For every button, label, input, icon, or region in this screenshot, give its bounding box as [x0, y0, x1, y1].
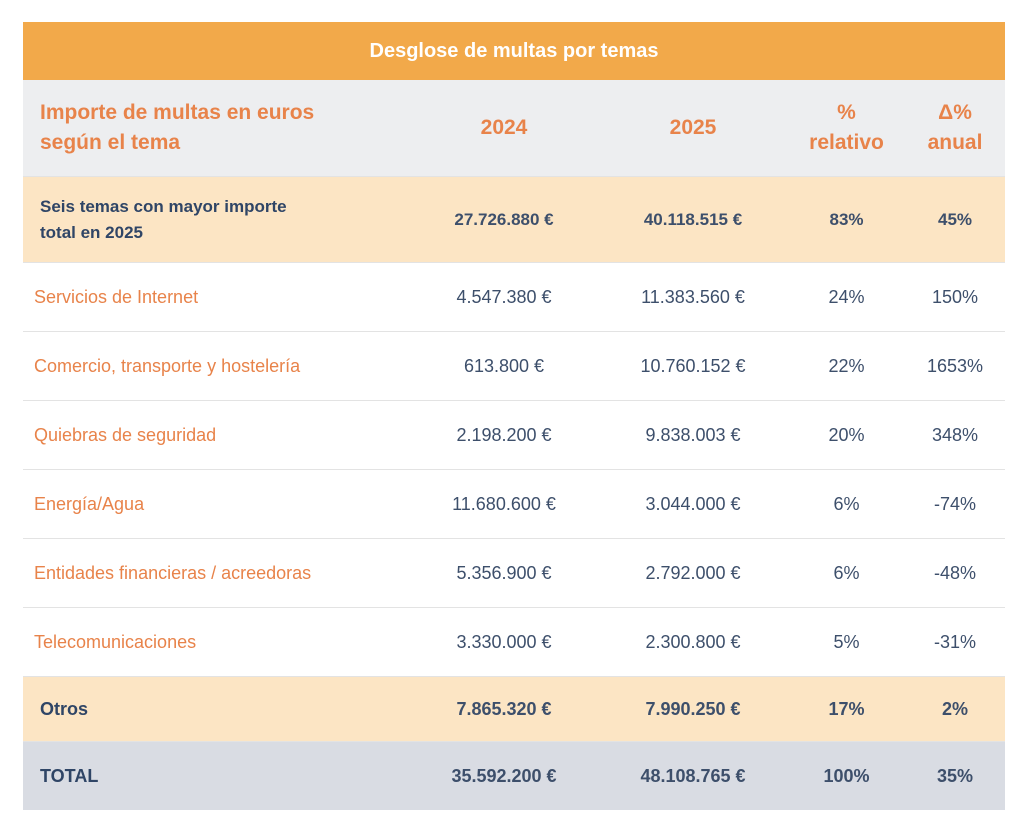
- table-row: Servicios de Internet 4.547.380 €11.383.5…: [23, 262, 1005, 332]
- table: Importe de multas en euros según el tema…: [23, 80, 1005, 810]
- table-row: Telecomunicaciones 3.330.000 €2.300.800 €…: [23, 607, 1005, 677]
- row-label: Energía/Agua: [23, 469, 410, 539]
- cell: 35.592.200 €: [410, 741, 598, 810]
- table-card: Desglose de multas por temas Importe de …: [23, 22, 1005, 810]
- row-label: Telecomunicaciones: [23, 607, 410, 677]
- header-row: Importe de multas en euros según el tema…: [23, 80, 1005, 177]
- cell: 9.838.003 €: [598, 400, 788, 470]
- table-title: Desglose de multas por temas: [23, 22, 1005, 80]
- cell: 7.990.250 €: [598, 676, 788, 742]
- cell: 20%: [788, 400, 905, 470]
- row-label: Quiebras de seguridad: [23, 400, 410, 470]
- cell: 27.726.880 €: [410, 176, 598, 263]
- cell: 48.108.765 €: [598, 741, 788, 810]
- header-cell: 2024: [410, 80, 598, 177]
- cell: 6%: [788, 538, 905, 608]
- cell: 7.865.320 €: [410, 676, 598, 742]
- cell: 2.792.000 €: [598, 538, 788, 608]
- cell: 2.300.800 €: [598, 607, 788, 677]
- cell: 1653%: [905, 331, 1005, 401]
- table-row: Otros 7.865.320 €7.990.250 €17% 2%: [23, 676, 1005, 742]
- cell: 3.330.000 €: [410, 607, 598, 677]
- cell: -31%: [905, 607, 1005, 677]
- table-row: Comercio, transporte y hostelería 613.800…: [23, 331, 1005, 401]
- cell: 45%: [905, 176, 1005, 263]
- header-cell: Δ% anual: [905, 80, 1005, 177]
- table-row: Seis temas con mayor importe total en 20…: [23, 176, 1005, 263]
- cell: 2.198.200 €: [410, 400, 598, 470]
- cell: -74%: [905, 469, 1005, 539]
- cell: 6%: [788, 469, 905, 539]
- cell: 5%: [788, 607, 905, 677]
- cell: 35%: [905, 741, 1005, 810]
- cell: 348%: [905, 400, 1005, 470]
- cell: 22%: [788, 331, 905, 401]
- cell: 10.760.152 €: [598, 331, 788, 401]
- cell: 2%: [905, 676, 1005, 742]
- cell: 5.356.900 €: [410, 538, 598, 608]
- cell: 24%: [788, 262, 905, 332]
- table-row: Energía/Agua 11.680.600 €3.044.000 €6% -74…: [23, 469, 1005, 539]
- cell: 11.383.560 €: [598, 262, 788, 332]
- cell: 17%: [788, 676, 905, 742]
- row-label: Seis temas con mayor importe total en 20…: [23, 176, 410, 263]
- cell: 11.680.600 €: [410, 469, 598, 539]
- row-label: TOTAL: [23, 741, 410, 810]
- row-label: Otros: [23, 676, 410, 742]
- cell: 150%: [905, 262, 1005, 332]
- header-cell: 2025: [598, 80, 788, 177]
- header-cell: Importe de multas en euros según el tema: [23, 80, 410, 177]
- cell: 83%: [788, 176, 905, 263]
- table-row: Entidades financieras / acreedoras 5.356.…: [23, 538, 1005, 608]
- cell: 613.800 €: [410, 331, 598, 401]
- cell: 100%: [788, 741, 905, 810]
- cell: 3.044.000 €: [598, 469, 788, 539]
- cell: 4.547.380 €: [410, 262, 598, 332]
- row-label: Servicios de Internet: [23, 262, 410, 332]
- cell: 40.118.515 €: [598, 176, 788, 263]
- table-row: TOTAL 35.592.200 €48.108.765 €100% 35%: [23, 741, 1005, 810]
- table-row: Quiebras de seguridad 2.198.200 €9.838.00…: [23, 400, 1005, 470]
- header-cell: % relativo: [788, 80, 905, 177]
- row-label: Comercio, transporte y hostelería: [23, 331, 410, 401]
- row-label: Entidades financieras / acreedoras: [23, 538, 410, 608]
- cell: -48%: [905, 538, 1005, 608]
